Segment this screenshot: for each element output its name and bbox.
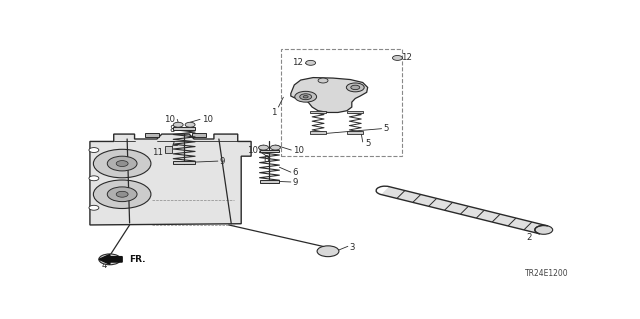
Circle shape xyxy=(89,205,99,210)
Text: 12: 12 xyxy=(292,58,303,67)
Text: 5: 5 xyxy=(383,124,389,133)
Circle shape xyxy=(89,148,99,152)
Text: 8: 8 xyxy=(170,125,175,134)
Text: 8: 8 xyxy=(263,155,269,164)
Bar xyxy=(260,150,280,152)
Bar xyxy=(348,131,364,134)
Text: 10: 10 xyxy=(164,115,175,124)
Circle shape xyxy=(535,226,553,234)
Bar xyxy=(173,160,195,164)
Polygon shape xyxy=(90,134,251,225)
Text: 7: 7 xyxy=(170,141,175,150)
Text: 9: 9 xyxy=(220,157,225,166)
Text: 12: 12 xyxy=(401,53,412,63)
Text: 10: 10 xyxy=(246,146,257,155)
Polygon shape xyxy=(381,187,548,234)
Polygon shape xyxy=(291,78,367,113)
Circle shape xyxy=(318,78,328,83)
Circle shape xyxy=(93,149,151,178)
Text: 1: 1 xyxy=(271,108,276,116)
Text: FR.: FR. xyxy=(129,255,146,264)
Text: 5: 5 xyxy=(365,139,371,148)
Bar xyxy=(310,131,326,134)
Text: 3: 3 xyxy=(349,242,355,252)
Circle shape xyxy=(271,145,280,150)
Bar xyxy=(310,111,326,114)
Text: 9: 9 xyxy=(292,178,298,187)
Text: 2: 2 xyxy=(527,233,532,242)
Text: 10: 10 xyxy=(202,115,213,124)
Circle shape xyxy=(317,246,339,257)
Circle shape xyxy=(303,95,308,98)
Circle shape xyxy=(99,254,121,265)
Circle shape xyxy=(116,160,128,167)
Circle shape xyxy=(306,60,316,65)
Bar xyxy=(165,146,172,153)
Text: 10: 10 xyxy=(293,146,304,155)
Bar xyxy=(173,127,195,130)
Circle shape xyxy=(173,122,183,127)
Circle shape xyxy=(295,91,317,102)
Circle shape xyxy=(351,85,360,90)
Circle shape xyxy=(346,83,364,92)
Circle shape xyxy=(392,56,403,60)
Circle shape xyxy=(185,122,195,127)
Circle shape xyxy=(259,145,269,150)
Text: 11: 11 xyxy=(152,148,163,158)
FancyBboxPatch shape xyxy=(281,49,403,156)
Bar xyxy=(145,133,159,137)
Circle shape xyxy=(108,187,137,202)
Circle shape xyxy=(108,156,137,171)
Circle shape xyxy=(93,180,151,209)
Circle shape xyxy=(300,94,312,100)
Bar xyxy=(260,180,280,183)
Text: 4: 4 xyxy=(102,261,108,270)
Circle shape xyxy=(89,176,99,181)
Circle shape xyxy=(116,191,128,197)
Bar xyxy=(192,133,206,137)
Text: 6: 6 xyxy=(292,168,298,177)
FancyArrow shape xyxy=(99,255,122,264)
Bar xyxy=(348,111,364,114)
Text: TR24E1200: TR24E1200 xyxy=(525,269,568,278)
